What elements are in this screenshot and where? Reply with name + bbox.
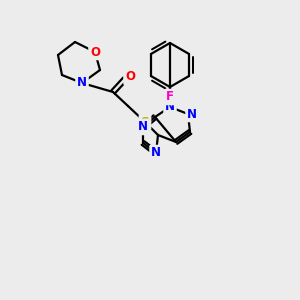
Text: N: N [165, 100, 175, 113]
Text: F: F [166, 91, 174, 103]
Text: O: O [125, 70, 135, 83]
Text: N: N [77, 76, 87, 89]
Text: O: O [90, 46, 100, 59]
Text: N: N [151, 146, 161, 160]
Text: N: N [138, 121, 148, 134]
Text: N: N [187, 107, 197, 121]
Text: S: S [140, 116, 149, 128]
